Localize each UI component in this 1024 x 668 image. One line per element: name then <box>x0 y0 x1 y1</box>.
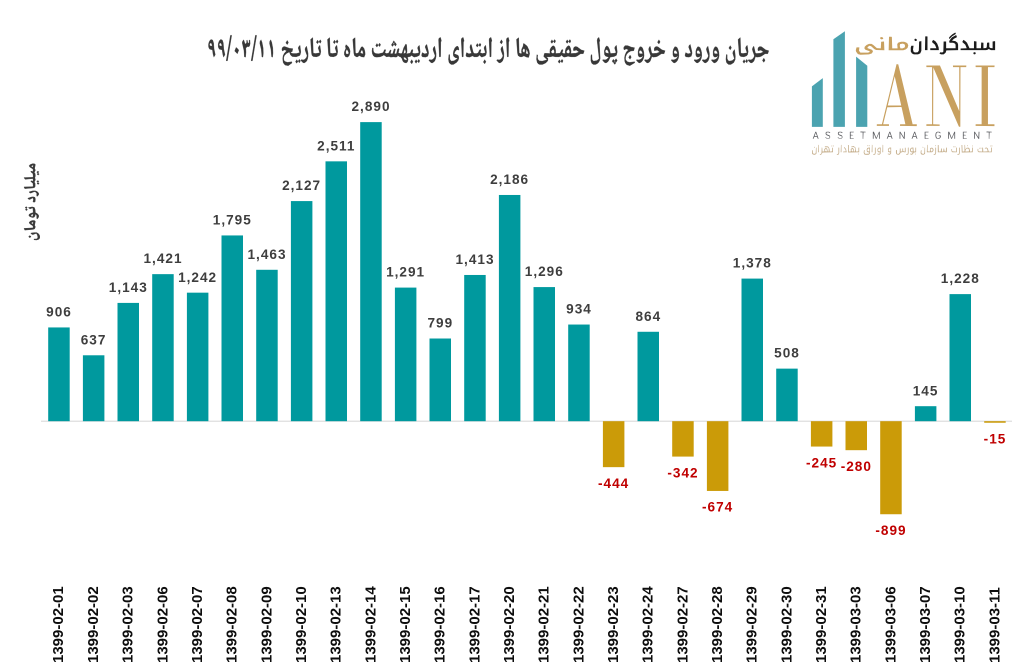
svg-text:1399-03-11: 1399-03-11 <box>986 587 1003 663</box>
svg-text:1399-03-07: 1399-03-07 <box>917 586 934 663</box>
svg-text:1399-02-08: 1399-02-08 <box>224 586 241 663</box>
svg-text:1399-02-16: 1399-02-16 <box>432 586 449 663</box>
svg-text:1399-02-07: 1399-02-07 <box>189 586 206 663</box>
svg-text:1399-02-13: 1399-02-13 <box>328 586 345 663</box>
svg-text:1399-02-27: 1399-02-27 <box>674 586 691 663</box>
svg-text:1399-02-17: 1399-02-17 <box>466 586 483 663</box>
svg-text:2,890: 2,890 <box>351 99 390 114</box>
svg-text:1399-02-14: 1399-02-14 <box>362 586 379 663</box>
svg-text:1399-02-01: 1399-02-01 <box>50 586 67 663</box>
svg-text:1399-02-22: 1399-02-22 <box>570 586 587 663</box>
svg-text:1399-02-28: 1399-02-28 <box>709 586 726 663</box>
svg-text:-342: -342 <box>667 465 698 480</box>
svg-text:1399-02-29: 1399-02-29 <box>744 586 761 663</box>
svg-text:1,421: 1,421 <box>143 251 182 266</box>
svg-text:1399-02-30: 1399-02-30 <box>778 586 795 663</box>
svg-text:1,378: 1,378 <box>733 256 772 271</box>
svg-text:-899: -899 <box>875 523 906 538</box>
svg-text:2,127: 2,127 <box>282 178 321 193</box>
svg-text:1399-02-24: 1399-02-24 <box>640 586 657 663</box>
svg-text:864: 864 <box>635 309 661 324</box>
svg-text:1399-02-02: 1399-02-02 <box>85 586 102 663</box>
svg-text:1399-03-10: 1399-03-10 <box>952 586 969 663</box>
svg-text:1,143: 1,143 <box>109 280 148 295</box>
svg-text:1399-02-31: 1399-02-31 <box>813 586 830 663</box>
svg-text:1,228: 1,228 <box>941 271 980 286</box>
svg-text:1399-02-10: 1399-02-10 <box>293 586 310 663</box>
svg-text:-245: -245 <box>806 455 837 470</box>
svg-text:934: 934 <box>566 302 592 317</box>
svg-text:-280: -280 <box>841 459 872 474</box>
svg-text:1,242: 1,242 <box>178 270 217 285</box>
svg-text:1,291: 1,291 <box>386 265 425 280</box>
svg-text:1399-02-15: 1399-02-15 <box>397 586 414 663</box>
svg-text:1399-02-09: 1399-02-09 <box>258 586 275 663</box>
svg-text:1399-02-06: 1399-02-06 <box>154 586 171 663</box>
svg-text:508: 508 <box>774 346 800 361</box>
svg-text:1,463: 1,463 <box>247 247 286 262</box>
svg-text:-444: -444 <box>598 476 629 491</box>
svg-text:-15: -15 <box>984 432 1007 447</box>
svg-text:1,795: 1,795 <box>213 213 252 228</box>
svg-text:-674: -674 <box>702 500 733 515</box>
svg-text:1399-03-06: 1399-03-06 <box>882 586 899 663</box>
svg-text:1,296: 1,296 <box>525 264 564 279</box>
svg-text:906: 906 <box>46 305 72 320</box>
svg-text:799: 799 <box>427 316 453 331</box>
svg-text:1399-03-03: 1399-03-03 <box>848 586 865 663</box>
svg-text:1,413: 1,413 <box>455 252 494 267</box>
svg-text:145: 145 <box>913 383 939 398</box>
svg-text:2,186: 2,186 <box>490 172 529 187</box>
svg-text:1399-02-23: 1399-02-23 <box>605 586 622 663</box>
svg-text:1399-02-21: 1399-02-21 <box>536 586 553 663</box>
svg-text:2,511: 2,511 <box>317 138 355 153</box>
svg-text:1399-02-20: 1399-02-20 <box>501 586 518 663</box>
svg-text:637: 637 <box>81 332 107 347</box>
svg-text:1399-02-03: 1399-02-03 <box>120 586 137 663</box>
